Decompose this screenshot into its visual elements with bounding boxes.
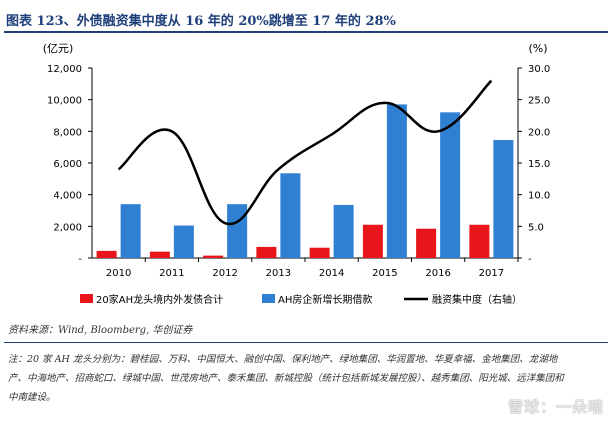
left-axis-unit: (亿元) — [43, 42, 74, 55]
right-tick-label: 20.0 — [528, 127, 550, 138]
watermark-text: 雪球：一朵喵 — [507, 398, 604, 416]
bar-bond-total — [309, 247, 330, 258]
source-divider — [4, 342, 608, 343]
x-tick-label: 2016 — [425, 268, 450, 279]
right-tick-label: 5.0 — [528, 222, 544, 233]
bar-bond-total — [149, 251, 170, 258]
bar-long-term-loans — [120, 204, 141, 258]
right-tick-label: 25.0 — [528, 96, 550, 107]
bar-long-term-loans — [173, 225, 194, 258]
legend-label-1: 20家AH龙头境内外发债合计 — [96, 293, 223, 306]
left-tick-label: 2,000 — [53, 222, 82, 233]
legend-swatch-2 — [262, 294, 275, 303]
left-tick-label: 12,000 — [47, 64, 82, 75]
bar-bond-total — [256, 246, 277, 258]
right-tick-label: 15.0 — [528, 159, 550, 170]
left-tick-label: - — [78, 254, 82, 265]
right-axis-unit: (%) — [528, 42, 547, 55]
right-tick-label: 10.0 — [528, 191, 550, 202]
chart-title: 图表 123、外债融资集中度从 16 年的 20%跳增至 17 年的 28% — [6, 14, 396, 29]
bar-bond-total — [416, 228, 437, 258]
bar-long-term-loans — [227, 204, 248, 258]
bar-bond-total — [203, 255, 224, 258]
x-tick-label: 2014 — [319, 268, 344, 279]
right-tick-label: 30.0 — [528, 64, 550, 75]
x-tick-label: 2012 — [212, 268, 237, 279]
bar-long-term-loans — [493, 140, 514, 258]
left-tick-label: 10,000 — [47, 96, 82, 107]
x-tick-label: 2011 — [159, 268, 184, 279]
line-concentration-series — [117, 79, 493, 226]
legend-swatch-1 — [80, 294, 93, 303]
title-divider — [4, 31, 608, 33]
bar-long-term-loans — [280, 173, 301, 258]
bar-long-term-loans — [440, 112, 461, 258]
bar-long-term-loans — [333, 204, 354, 258]
legend-label-3: 融资集中度（右轴） — [432, 293, 522, 306]
bar-long-term-loans — [386, 104, 407, 259]
left-tick-label: 8,000 — [53, 127, 82, 138]
right-tick-label: - — [528, 254, 532, 265]
note-text: 注：20 家 AH 龙头分别为：碧桂园、万科、中国恒大、融创中国、保利地产、绿地… — [8, 354, 564, 403]
x-tick-label: 2010 — [106, 268, 131, 279]
x-tick-label: 2017 — [479, 268, 504, 279]
bar-bond-total — [362, 224, 383, 258]
left-tick-label: 4,000 — [53, 191, 82, 202]
legend-label-2: AH房企新增长期借款 — [278, 293, 372, 306]
x-tick-label: 2013 — [266, 268, 291, 279]
left-tick-label: 6,000 — [53, 159, 82, 170]
combo-chart: (亿元) (%) - 2,000 4,000 6,000 8,000 10,000 12,000… — [43, 42, 551, 306]
source-text: 资料来源：Wind, Bloomberg, 华创证券 — [8, 325, 193, 336]
x-tick-label: 2015 — [372, 268, 397, 279]
bar-bond-total — [96, 250, 117, 258]
bar-bond-total — [469, 224, 490, 258]
